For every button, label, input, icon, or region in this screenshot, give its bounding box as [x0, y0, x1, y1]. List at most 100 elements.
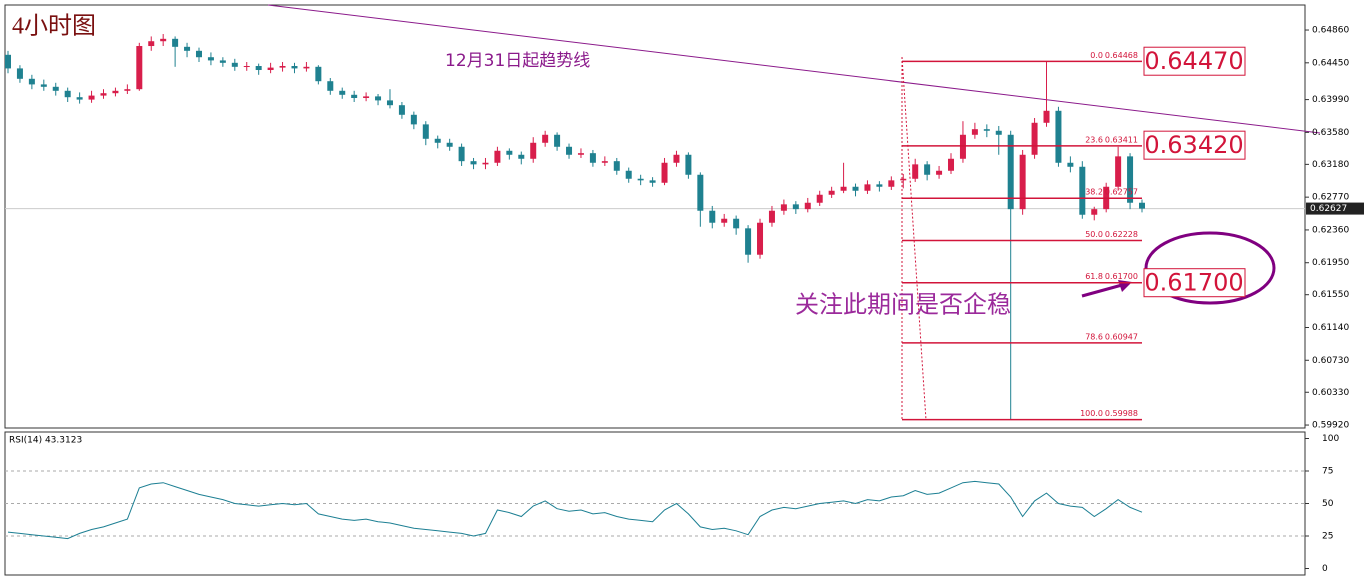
y-tick-label: 0.62360	[1312, 225, 1349, 235]
candle-body	[160, 38, 167, 42]
price-box	[1143, 268, 1246, 298]
candle-body	[768, 210, 775, 223]
candle-body	[363, 96, 370, 98]
candle-body	[852, 186, 859, 191]
candle-body	[1067, 162, 1074, 167]
candle-body	[16, 68, 23, 79]
candle-body	[959, 134, 966, 159]
price-box	[1143, 130, 1246, 160]
chart-title: 4小时图	[12, 13, 96, 40]
candle-body	[1115, 156, 1122, 187]
candle-body	[673, 154, 680, 163]
fib-price: 0.60947	[1105, 332, 1138, 341]
candle-body	[1043, 110, 1050, 123]
candle-body	[1127, 156, 1134, 203]
candle-body	[757, 222, 764, 255]
rsi-line	[7, 480, 1143, 540]
fib-price: 0.63411	[1105, 135, 1138, 144]
y-tick-label: 0.64450	[1312, 58, 1349, 68]
candle-body	[172, 38, 179, 47]
highlight-ellipse	[1144, 231, 1276, 305]
price-box-label: 0.61700	[1144, 269, 1243, 297]
candle-body	[948, 158, 955, 171]
candle-body	[709, 210, 716, 223]
candle-body	[422, 124, 429, 139]
price-panel	[4, 4, 1306, 429]
fib-price: 0.62228	[1105, 230, 1138, 239]
fib-price: 0.64468	[1105, 51, 1138, 60]
y-tick-label: 0	[1322, 564, 1328, 574]
candle-body	[458, 146, 465, 162]
candle-body	[697, 174, 704, 211]
candle-body	[231, 62, 238, 67]
fib-level: 23.6	[1085, 135, 1103, 144]
candle-body	[303, 66, 310, 69]
candle-body	[267, 67, 274, 71]
fib-level: 38.2	[1085, 188, 1103, 197]
candle-body	[64, 90, 71, 98]
candle-body	[506, 150, 513, 155]
candle-body	[828, 190, 835, 195]
last-price-box	[1306, 202, 1364, 215]
y-tick-label: 0.63990	[1312, 95, 1349, 105]
candle-body	[195, 50, 202, 58]
fib-level: 50.0	[1085, 230, 1103, 239]
candle-body	[291, 66, 298, 69]
candle-body	[124, 89, 131, 91]
candle-body	[1019, 154, 1026, 210]
fib-level: 61.8	[1085, 272, 1103, 281]
candle-body	[52, 86, 59, 91]
candle-body	[876, 184, 883, 187]
candle-body	[625, 170, 632, 179]
candle-body	[613, 161, 620, 171]
fib-level: 0.0	[1090, 51, 1103, 60]
candle-body	[661, 162, 668, 183]
y-tick-label: 0.63580	[1312, 128, 1349, 138]
candle-body	[1007, 134, 1014, 210]
candle-body	[637, 178, 644, 181]
candle-body	[1079, 166, 1086, 215]
candle-body	[279, 66, 286, 68]
candle-body	[566, 146, 573, 155]
price-box-label: 0.64470	[1144, 47, 1243, 75]
y-tick-label: 0.64860	[1312, 26, 1349, 36]
y-tick-label: 0.59920	[1312, 421, 1349, 431]
candle-body	[339, 90, 346, 95]
candle-body	[100, 93, 107, 96]
candle-body	[76, 97, 83, 100]
fib-anchor	[901, 56, 927, 421]
fib-price: 0.61700	[1105, 272, 1138, 281]
candle-body	[1055, 110, 1062, 163]
candle-body	[936, 170, 943, 175]
candle-body	[5, 54, 11, 69]
candle-body	[494, 150, 501, 163]
fib-level: 100.0	[1080, 409, 1103, 418]
candle-body	[351, 94, 358, 98]
candle-body	[398, 105, 405, 115]
candle-body	[589, 153, 596, 163]
candle-body	[649, 180, 656, 183]
candle-body	[804, 202, 811, 210]
candle-body	[816, 194, 823, 203]
candle-body	[375, 96, 382, 101]
candle-body	[518, 154, 525, 159]
y-tick-label: 75	[1322, 467, 1333, 477]
trend-line	[267, 4, 1321, 134]
candle-body	[721, 218, 728, 223]
candle-body	[386, 100, 393, 106]
y-tick-label: 0.61950	[1312, 258, 1349, 268]
candle-body	[888, 180, 895, 187]
price-box	[1143, 46, 1246, 76]
fib-price: 0.59988	[1105, 409, 1138, 418]
candle-body	[112, 90, 119, 94]
candle-body	[900, 178, 907, 181]
candle-body	[446, 142, 453, 147]
candle-body	[554, 134, 561, 147]
y-tick-label: 0.62770	[1312, 193, 1349, 203]
candle-body	[780, 204, 787, 211]
candle-body	[136, 46, 143, 90]
candle-body	[864, 184, 871, 191]
candle-body	[88, 95, 95, 100]
annotation: 12月31日起趋势线	[445, 51, 590, 71]
